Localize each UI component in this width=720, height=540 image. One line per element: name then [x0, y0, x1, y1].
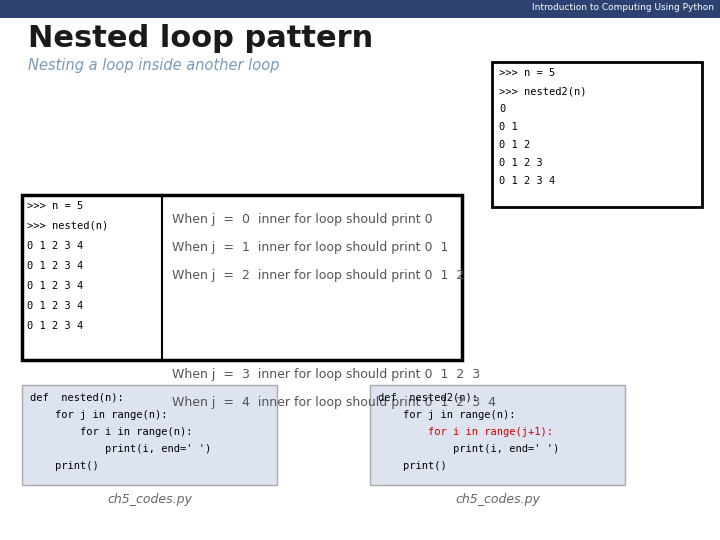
Text: print(i, end=' '): print(i, end=' ') — [378, 444, 559, 454]
Text: for j in range(n):: for j in range(n): — [378, 410, 516, 420]
Text: When j  =  0  inner for loop should print 0: When j = 0 inner for loop should print 0 — [172, 213, 433, 226]
Text: def  nested2(n):: def nested2(n): — [378, 393, 478, 403]
Text: When j  =  2  inner for loop should print 0  1  2: When j = 2 inner for loop should print 0… — [172, 269, 464, 282]
Text: print(i, end=' '): print(i, end=' ') — [30, 444, 211, 454]
Text: print(): print() — [378, 461, 446, 471]
Text: Nesting a loop inside another loop: Nesting a loop inside another loop — [28, 58, 279, 73]
Text: for j in range(n):: for j in range(n): — [30, 410, 168, 420]
Text: for i in range(j+1):: for i in range(j+1): — [378, 427, 553, 437]
Text: When j  =  4  inner for loop should print 0  1  2  3  4: When j = 4 inner for loop should print 0… — [172, 396, 496, 409]
Text: >>> nested2(n): >>> nested2(n) — [499, 86, 587, 96]
FancyBboxPatch shape — [492, 62, 702, 207]
Text: Nested loop pattern: Nested loop pattern — [28, 24, 373, 53]
Text: 0 1 2 3 4: 0 1 2 3 4 — [499, 176, 555, 186]
FancyBboxPatch shape — [0, 0, 720, 18]
Text: Introduction to Computing Using Python: Introduction to Computing Using Python — [532, 3, 714, 12]
Text: >>> nested(n): >>> nested(n) — [27, 221, 108, 231]
Text: 0 1 2 3 4: 0 1 2 3 4 — [27, 281, 84, 291]
FancyBboxPatch shape — [22, 195, 462, 360]
Text: 0: 0 — [499, 104, 505, 114]
FancyBboxPatch shape — [370, 385, 625, 485]
Text: ch5_codes.py: ch5_codes.py — [107, 493, 192, 506]
Text: 0 1 2 3 4: 0 1 2 3 4 — [27, 301, 84, 311]
Text: When j  =  1  inner for loop should print 0  1: When j = 1 inner for loop should print 0… — [172, 241, 449, 254]
Text: def  nested(n):: def nested(n): — [30, 393, 124, 403]
Text: 0 1 2 3: 0 1 2 3 — [499, 158, 543, 168]
FancyBboxPatch shape — [22, 385, 277, 485]
Text: ch5_codes.py: ch5_codes.py — [455, 493, 540, 506]
Text: >>> n = 5: >>> n = 5 — [499, 68, 555, 78]
Text: print(): print() — [30, 461, 99, 471]
Text: >>> n = 5: >>> n = 5 — [27, 201, 84, 211]
Text: 0 1 2 3 4: 0 1 2 3 4 — [27, 321, 84, 331]
Text: 0 1 2 3 4: 0 1 2 3 4 — [27, 261, 84, 271]
Text: 0 1: 0 1 — [499, 122, 518, 132]
Text: 0 1 2 3 4: 0 1 2 3 4 — [27, 241, 84, 251]
Text: When j  =  3  inner for loop should print 0  1  2  3: When j = 3 inner for loop should print 0… — [172, 368, 480, 381]
Text: for i in range(n):: for i in range(n): — [30, 427, 192, 437]
Text: 0 1 2: 0 1 2 — [499, 140, 530, 150]
